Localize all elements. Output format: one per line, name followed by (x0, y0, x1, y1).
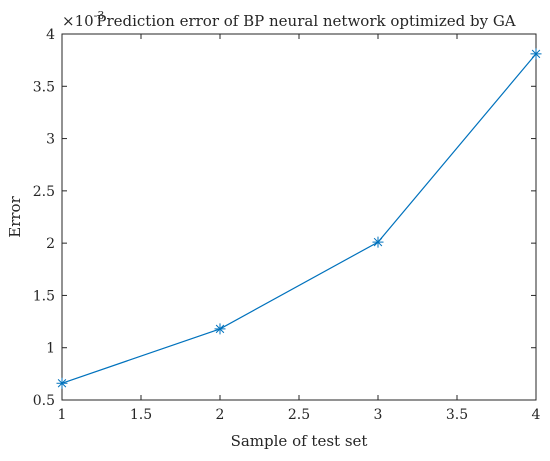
x-tick-label: 4 (532, 407, 541, 423)
x-tick-label: 1.5 (130, 407, 152, 423)
data-point-marker (56, 377, 68, 389)
data-point-marker (530, 48, 542, 60)
plot-area (61, 33, 537, 401)
x-tick-label: 2.5 (288, 407, 310, 423)
y-tick-label: 3.5 (33, 79, 55, 95)
data-point-marker (214, 323, 226, 335)
y-tick-label: 2.5 (33, 184, 55, 200)
x-tick-label: 3.5 (446, 407, 468, 423)
y-tick-label: 1 (46, 341, 55, 357)
series-line (61, 53, 537, 384)
ticks: 1 1.5 2 2.5 3 3.5 40.511.522.533.54 (33, 27, 541, 423)
y-tick-label: 3 (46, 132, 55, 148)
series-layer (56, 48, 542, 389)
y-tick-label: 4 (46, 27, 55, 43)
data-point-marker (372, 236, 384, 248)
x-tick-label: 1 (58, 407, 67, 423)
y-tick-label: 2 (46, 236, 55, 252)
y-scale-factor-exponent: -3 (94, 9, 105, 22)
x-tick-label: 3 (374, 407, 383, 423)
y-scale-factor: ×10-3 (62, 9, 104, 30)
y-axis-label: Error (6, 195, 24, 237)
chart-title: Prediction error of BP neural network op… (96, 12, 515, 30)
y-tick-label: 1.5 (33, 288, 55, 304)
x-axis-label: Sample of test set (231, 432, 368, 450)
y-scale-factor-base: ×10 (62, 12, 94, 30)
axes-box (61, 33, 537, 401)
y-tick-label: 0.5 (33, 393, 55, 409)
x-tick-label: 2 (216, 407, 225, 423)
